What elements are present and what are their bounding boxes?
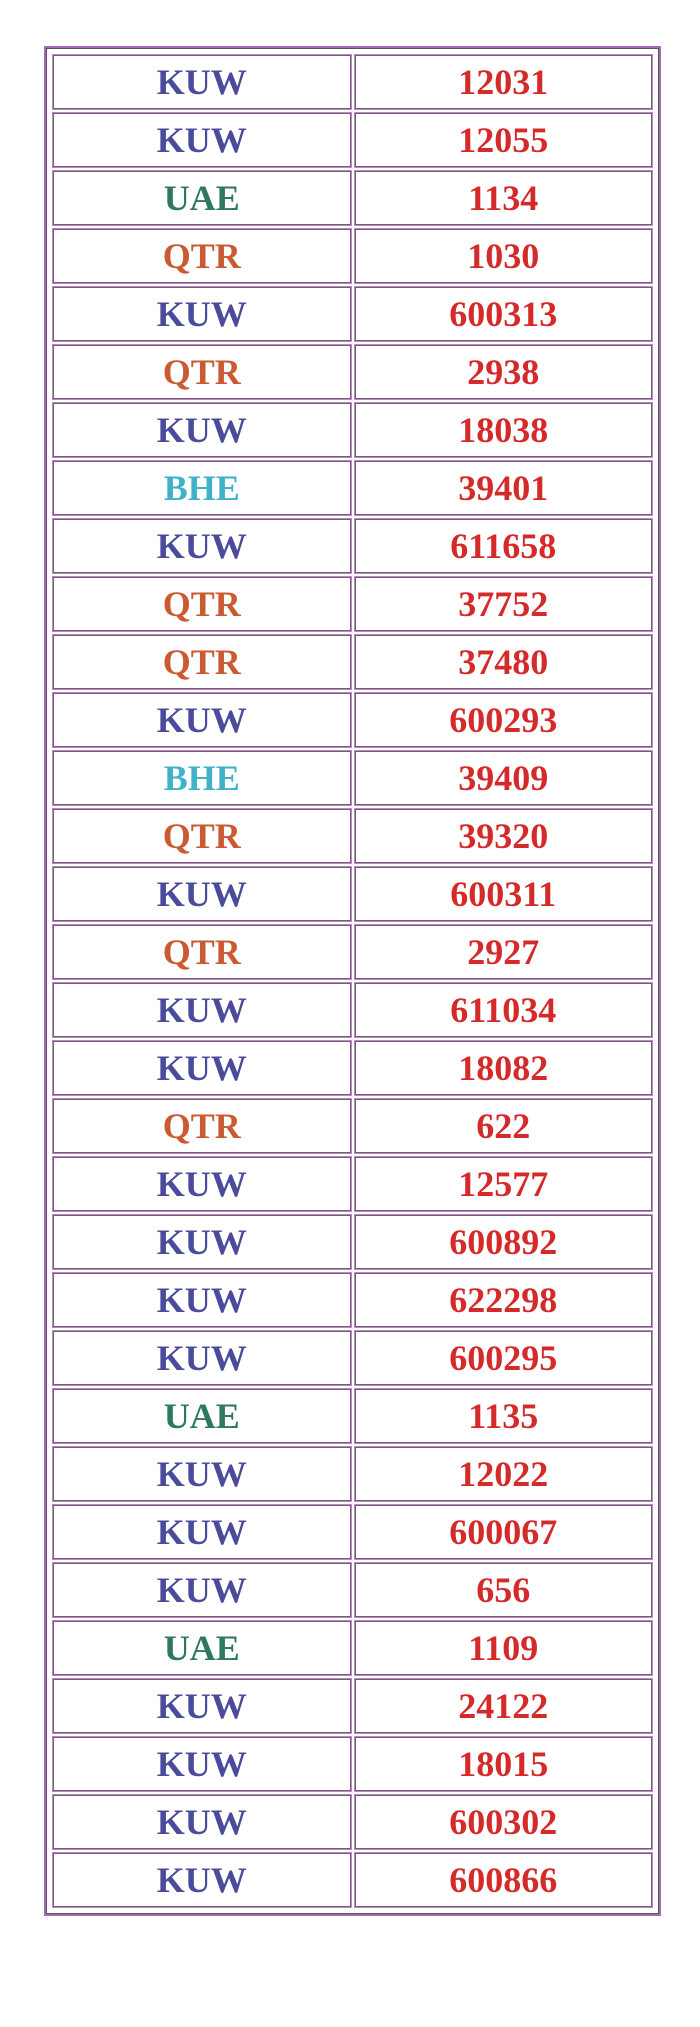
number-cell: 12031 <box>354 55 652 109</box>
number-cell: 600295 <box>354 1331 652 1385</box>
number-cell: 2927 <box>354 925 652 979</box>
country-code-cell: KUW <box>53 1737 351 1791</box>
number-cell: 1134 <box>354 171 652 225</box>
number-cell: 600311 <box>354 867 652 921</box>
number-cell: 600302 <box>354 1795 652 1849</box>
number-cell: 18015 <box>354 1737 652 1791</box>
table-row: KUW 611034 <box>53 983 652 1037</box>
number-cell: 611034 <box>354 983 652 1037</box>
table-row: KUW 18038 <box>53 403 652 457</box>
country-code-cell: BHE <box>53 751 351 805</box>
table-row: KUW 12577 <box>53 1157 652 1211</box>
table-row: KUW 18015 <box>53 1737 652 1791</box>
country-code-cell: QTR <box>53 345 351 399</box>
number-cell: 24122 <box>354 1679 652 1733</box>
country-code-cell: KUW <box>53 113 351 167</box>
country-code-cell: UAE <box>53 171 351 225</box>
country-code-cell: BHE <box>53 461 351 515</box>
table-row: KUW 12055 <box>53 113 652 167</box>
table-row: QTR 1030 <box>53 229 652 283</box>
table-row: KUW 600293 <box>53 693 652 747</box>
table-row: QTR 2927 <box>53 925 652 979</box>
table-row: KUW 600892 <box>53 1215 652 1269</box>
table-row: KUW 656 <box>53 1563 652 1617</box>
country-code-cell: KUW <box>53 1215 351 1269</box>
table-row: BHE 39401 <box>53 461 652 515</box>
number-cell: 39409 <box>354 751 652 805</box>
number-cell: 656 <box>354 1563 652 1617</box>
number-cell: 600892 <box>354 1215 652 1269</box>
table-row: KUW 600295 <box>53 1331 652 1385</box>
number-cell: 600067 <box>354 1505 652 1559</box>
country-code-cell: KUW <box>53 403 351 457</box>
country-code-cell: KUW <box>53 1331 351 1385</box>
number-cell: 611658 <box>354 519 652 573</box>
country-code-cell: QTR <box>53 925 351 979</box>
number-cell: 18038 <box>354 403 652 457</box>
country-code-cell: KUW <box>53 519 351 573</box>
country-code-cell: UAE <box>53 1389 351 1443</box>
number-cell: 600866 <box>354 1853 652 1907</box>
table-row: QTR 39320 <box>53 809 652 863</box>
table-row: QTR 37480 <box>53 635 652 689</box>
country-code-cell: QTR <box>53 809 351 863</box>
country-code-cell: KUW <box>53 867 351 921</box>
codes-table: KUW 12031 KUW 12055 UAE 1134 QTR 1030 KUW 600313 Q… <box>44 46 661 1916</box>
country-code-cell: QTR <box>53 577 351 631</box>
table-row: KUW 611658 <box>53 519 652 573</box>
table-body: KUW 12031 KUW 12055 UAE 1134 QTR 1030 KUW 600313 Q… <box>53 55 652 1907</box>
table-row: KUW 600866 <box>53 1853 652 1907</box>
number-cell: 1109 <box>354 1621 652 1675</box>
number-cell: 18082 <box>354 1041 652 1095</box>
table-row: KUW 18082 <box>53 1041 652 1095</box>
number-cell: 37480 <box>354 635 652 689</box>
table-row: KUW 24122 <box>53 1679 652 1733</box>
number-cell: 39320 <box>354 809 652 863</box>
table-row: KUW 600311 <box>53 867 652 921</box>
country-code-cell: KUW <box>53 1679 351 1733</box>
table-row: QTR 2938 <box>53 345 652 399</box>
number-cell: 600293 <box>354 693 652 747</box>
table-row: KUW 600067 <box>53 1505 652 1559</box>
country-code-cell: UAE <box>53 1621 351 1675</box>
country-code-cell: KUW <box>53 1273 351 1327</box>
country-code-cell: KUW <box>53 1157 351 1211</box>
table-row: UAE 1134 <box>53 171 652 225</box>
country-code-cell: KUW <box>53 1795 351 1849</box>
country-code-cell: KUW <box>53 287 351 341</box>
number-cell: 622298 <box>354 1273 652 1327</box>
number-cell: 39401 <box>354 461 652 515</box>
table-row: UAE 1135 <box>53 1389 652 1443</box>
table-row: QTR 37752 <box>53 577 652 631</box>
number-cell: 37752 <box>354 577 652 631</box>
country-code-cell: KUW <box>53 1505 351 1559</box>
table-row: KUW 12031 <box>53 55 652 109</box>
country-code-cell: QTR <box>53 635 351 689</box>
country-code-cell: KUW <box>53 1447 351 1501</box>
country-code-cell: KUW <box>53 55 351 109</box>
country-code-cell: KUW <box>53 693 351 747</box>
number-cell: 2938 <box>354 345 652 399</box>
table-row: UAE 1109 <box>53 1621 652 1675</box>
number-cell: 1135 <box>354 1389 652 1443</box>
number-cell: 12055 <box>354 113 652 167</box>
table-row: QTR 622 <box>53 1099 652 1153</box>
country-code-cell: QTR <box>53 229 351 283</box>
country-code-cell: KUW <box>53 983 351 1037</box>
number-cell: 622 <box>354 1099 652 1153</box>
number-cell: 12577 <box>354 1157 652 1211</box>
table-row: KUW 600313 <box>53 287 652 341</box>
country-code-cell: QTR <box>53 1099 351 1153</box>
country-code-cell: KUW <box>53 1041 351 1095</box>
number-cell: 600313 <box>354 287 652 341</box>
number-cell: 12022 <box>354 1447 652 1501</box>
number-cell: 1030 <box>354 229 652 283</box>
country-code-cell: KUW <box>53 1853 351 1907</box>
table-row: KUW 622298 <box>53 1273 652 1327</box>
country-code-cell: KUW <box>53 1563 351 1617</box>
table-row: BHE 39409 <box>53 751 652 805</box>
table-row: KUW 12022 <box>53 1447 652 1501</box>
table-row: KUW 600302 <box>53 1795 652 1849</box>
